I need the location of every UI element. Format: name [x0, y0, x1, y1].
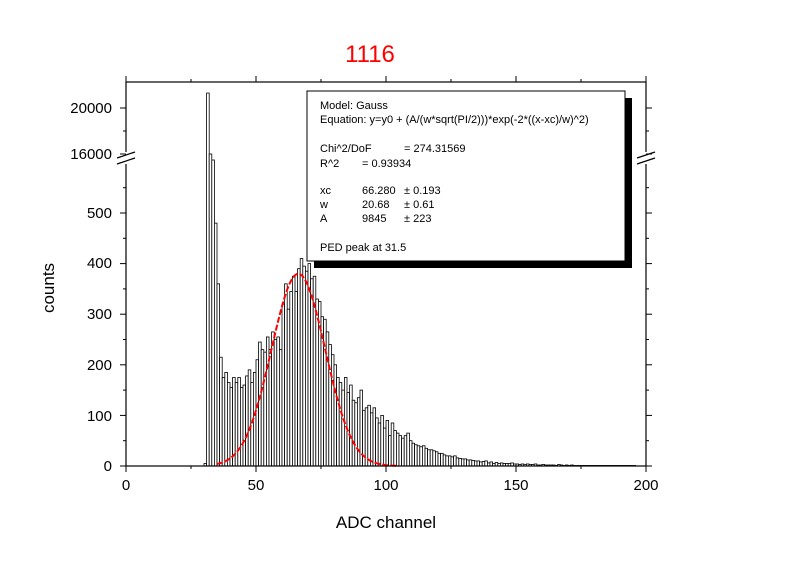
r-squared-label: R^2	[320, 158, 339, 170]
axis-break-gap-left	[120, 152, 132, 164]
ped-peak-note: PED peak at 31.5	[320, 242, 406, 254]
x-tick-label: 0	[122, 477, 130, 494]
param-value: 20.68	[362, 199, 390, 211]
y-tick-label: 500	[87, 205, 112, 222]
x-tick-label: 100	[373, 477, 398, 494]
fit-results-box: Model: Gauss Equation: y=y0 + (A/(w*sqrt…	[306, 90, 632, 268]
fit-model: Model: Gauss	[320, 100, 388, 112]
axis-break-mark-right-upper	[636, 151, 656, 159]
param-name: xc	[320, 185, 332, 197]
x-tick-label: 200	[633, 477, 658, 494]
param-name: A	[320, 213, 328, 225]
y-tick-label: 20000	[70, 100, 112, 117]
axis-break-mark-left-lower	[116, 157, 136, 165]
chi-square-label: Chi^2/DoF	[320, 143, 372, 155]
y-tick-label: 200	[87, 357, 112, 374]
y-axis-title: counts	[39, 263, 58, 313]
y-tick-label: 16000	[70, 146, 112, 163]
param-value: 9845	[362, 213, 386, 225]
x-axis-title: ADC channel	[336, 513, 436, 532]
param-value: 66.280	[362, 185, 396, 197]
param-error: ± 223	[404, 213, 431, 225]
fit-equation: Equation: y=y0 + (A/(w*sqrt(PI/2)))*exp(…	[320, 114, 589, 126]
fit-box-panel	[306, 90, 626, 262]
axis-break-mark-right-lower	[636, 157, 656, 165]
param-error: ± 0.61	[404, 199, 435, 211]
y-tick-label: 0	[104, 458, 112, 475]
y-tick-label: 100	[87, 408, 112, 425]
histogram-bars	[203, 92, 636, 467]
param-name: w	[319, 199, 328, 211]
r-squared-value: = 0.93934	[362, 158, 411, 170]
x-tick-label: 50	[248, 477, 265, 494]
y-tick-label: 400	[87, 255, 112, 272]
chart-title: 1116	[345, 41, 395, 68]
y-tick-label: 300	[87, 306, 112, 323]
chi-square-value: = 274.31569	[404, 143, 465, 155]
gauss-fit-curve	[216, 272, 400, 467]
axis-ticks	[120, 76, 652, 472]
axis-break-gap-right	[640, 152, 652, 164]
axis-break-mark-left-upper	[116, 151, 136, 159]
gauss-fit-layer	[216, 272, 400, 467]
param-error: ± 0.193	[404, 185, 441, 197]
x-tick-label: 150	[503, 477, 528, 494]
